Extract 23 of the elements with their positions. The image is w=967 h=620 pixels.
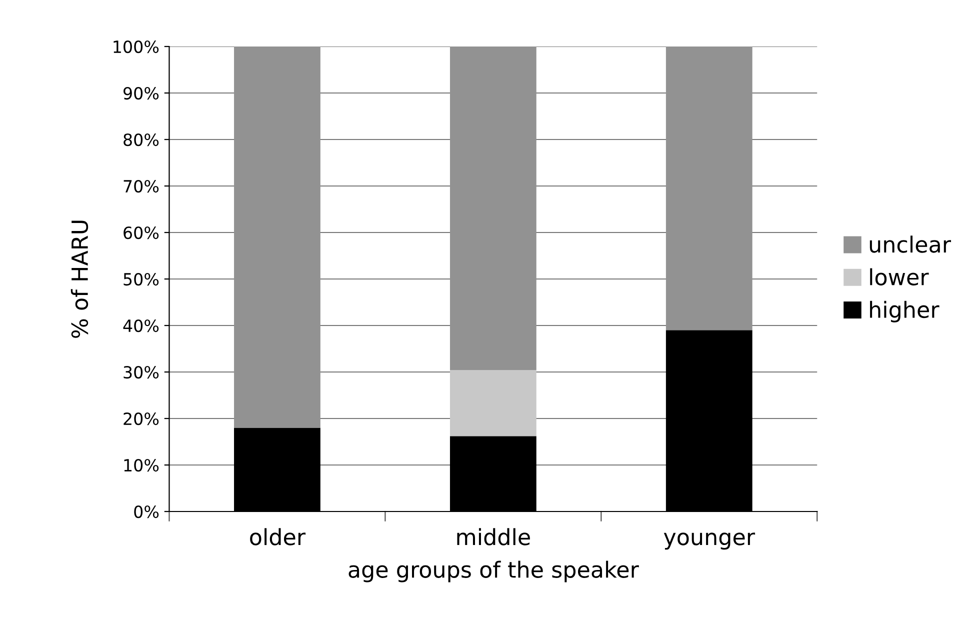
legend-label: unclear bbox=[870, 236, 952, 253]
y-axis-title: % of HARU bbox=[70, 220, 88, 338]
bar bbox=[666, 46, 752, 330]
y-tick-label: 20% bbox=[124, 412, 159, 426]
y-tick-label: 80% bbox=[124, 133, 159, 146]
y-tick-label: 40% bbox=[123, 319, 159, 332]
legend-label: lower bbox=[870, 268, 929, 286]
y-tick-label: 100% bbox=[114, 40, 159, 54]
bar bbox=[450, 46, 536, 370]
x-tick-label: older bbox=[250, 528, 306, 546]
x-tick-label: middle bbox=[457, 528, 530, 546]
bar bbox=[450, 370, 536, 436]
y-tick-label: 90% bbox=[124, 86, 159, 100]
y-tick-label: 60% bbox=[124, 226, 159, 240]
y-tick-label: 30% bbox=[124, 366, 159, 379]
y-tick-label: 70% bbox=[124, 180, 159, 193]
x-axis-title: age groups of the speaker bbox=[348, 560, 639, 582]
bar bbox=[234, 46, 320, 428]
legend-label: higher bbox=[870, 300, 940, 322]
y-tick-label: 50% bbox=[124, 272, 159, 286]
y-tick-label: 10% bbox=[124, 458, 159, 472]
x-tick-label: younger bbox=[664, 532, 756, 550]
y-tick-label: 0% bbox=[134, 505, 159, 518]
